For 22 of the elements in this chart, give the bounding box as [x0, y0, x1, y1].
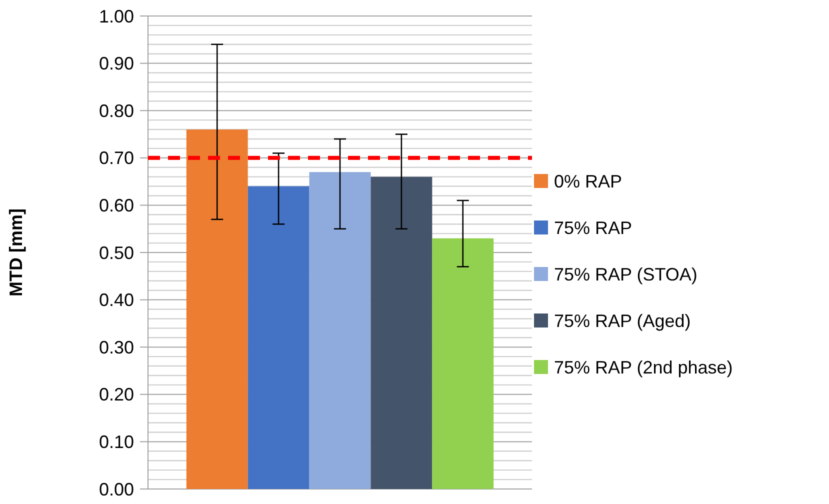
bar [432, 238, 494, 489]
bar [186, 130, 248, 489]
y-tick-label: 0.90 [98, 54, 134, 74]
y-tick-label: 0.40 [98, 290, 134, 310]
legend-label: 75% RAP (STOA) [554, 264, 698, 284]
y-tick-label: 0.20 [98, 384, 134, 405]
y-tick-label: 0.50 [98, 242, 134, 263]
legend-label: 0% RAP [554, 171, 622, 192]
y-tick-label: 0.00 [98, 479, 134, 500]
y-tick-label: 0.80 [98, 100, 134, 121]
y-tick-label: 0.70 [98, 148, 134, 168]
y-tick-label: 0.60 [98, 196, 134, 216]
legend-label: 75% RAP (2nd phase) [554, 357, 733, 378]
bar [248, 186, 310, 489]
legend-label: 75% RAP [554, 218, 632, 238]
legend-label: 75% RAP (Aged) [554, 310, 691, 331]
bar [370, 176, 432, 489]
y-axis-title: MTD [mm] [6, 208, 26, 296]
y-tick-label: 0.10 [98, 432, 134, 452]
y-tick-label: 1.00 [98, 6, 134, 26]
bar [309, 172, 371, 489]
y-tick-label: 0.30 [98, 337, 134, 358]
